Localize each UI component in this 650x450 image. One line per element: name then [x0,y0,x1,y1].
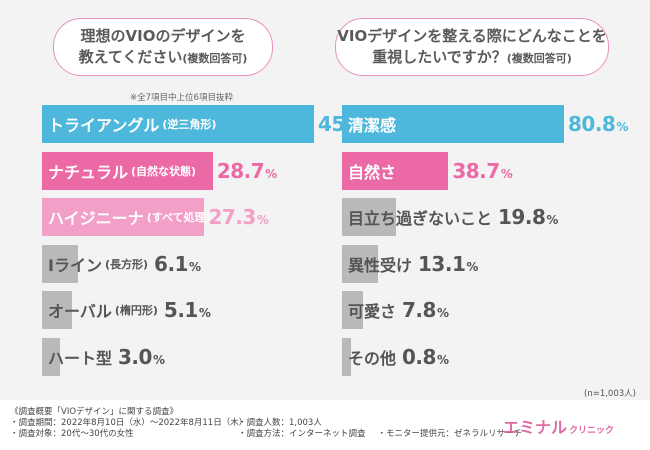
right-value-number-3: 19.8 [498,205,546,229]
right-bar-2 [342,151,449,190]
left-value-number-2: 28.7 [216,158,265,183]
right-value-unit-2: % [500,166,513,181]
right-title-suffix: (複数回答可) [506,51,572,65]
survey-footer: 《調査概要「VIOデザイン」に関する調査》 ・調査期間：2022年8月10日（水… [10,407,522,440]
left-bar-4 [42,244,79,283]
left-category-sub-3: (すべて処理) [146,211,211,224]
logo-main-text: エミナル [503,418,568,437]
right-bar-label-4: 異性受け [348,245,412,283]
selection-note: ※全7項目中上位6項目抜粋 [130,93,233,103]
right-bar-6 [342,337,351,376]
left-bar-5 [42,291,73,329]
footer-people: ・調査人数：1,003人 [238,418,322,428]
left-bar-label-6: ハート型 [48,338,112,376]
right-bar-3 [342,198,397,236]
footer-method: ・調査方法：インターネット調査 [238,429,366,439]
right-value-number-6: 0.8 [402,344,436,369]
right-bar-1 [342,105,564,143]
left-category-5: オーバル [48,302,112,321]
right-bar-4 [342,244,378,283]
right-category-1: 清潔感 [348,116,397,135]
footer-heading: 《調査概要「VIOデザイン」に関する調査》 [10,407,179,417]
right-value-unit-6: % [436,352,449,367]
right-value-unit-4: % [466,259,478,274]
footer-target: ・調査対象：20代〜30代の女性 [10,429,134,439]
right-category-2: 自然さ [348,162,397,182]
left-value-label-4: 6.1% [154,245,201,283]
left-bar-label-3: ハイジニーナ (すべて処理) [48,198,211,236]
left-category-sub-5: (楕円形) [114,304,158,317]
left-value-number-3: 27.3 [208,205,256,229]
left-bar-label-1: トライアングル (逆三角形) [48,105,216,143]
footer-provider: ・モニター提供元：ゼネラルリサーチ [377,429,523,439]
left-chart-title: 理想のVIOのデザインを 教えてください(複数回答可) [53,18,273,76]
right-bar-label-3: 目立ち過ぎないこと [348,198,492,236]
right-value-unit-5: % [436,306,449,320]
right-title-line1: VIOデザインを整える際にどんなことを [337,26,607,45]
right-value-number-5: 7.8 [402,298,436,322]
right-value-number-2: 38.7 [452,158,500,183]
right-category-3: 目立ち過ぎないこと [348,209,493,228]
left-title-suffix: (複数回答可) [182,51,248,65]
left-value-number-5: 5.1 [163,298,198,322]
right-value-label-1: 80.8% [568,105,628,143]
left-value-unit-5: % [198,306,211,320]
left-value-number-6: 3.0 [118,344,152,369]
footer-period: ・調査期間：2022年8月10日（水）〜2022年8月11日（木） [10,418,248,428]
left-title-line1: 理想のVIOのデザインを [80,26,246,45]
left-value-label-6: 3.0% [118,338,165,376]
right-value-unit-1: % [616,120,628,134]
right-bar-label-2: 自然さ [348,152,396,190]
left-value-unit-4: % [188,259,201,274]
right-value-label-4: 13.1% [418,245,478,283]
left-category-sub-2: (自然な状態) [131,164,197,178]
left-value-label-3: 27.3% [208,198,268,236]
left-bar-3 [42,198,205,236]
left-category-sub-1: (逆三角形) [162,118,217,131]
right-value-label-5: 7.8% [402,291,449,329]
left-bar-label-4: Iライン (長方形) [48,245,148,283]
right-chart-title: VIOデザインを整える際にどんなことを 重視したいですか？(複数回答可) [335,18,609,76]
left-value-label-2: 28.7% [217,152,277,190]
left-value-unit-2: % [265,166,277,181]
right-bar-5 [342,291,364,329]
clinic-logo: エミナル クリニック [503,414,614,438]
right-category-6: その他 [348,348,397,368]
left-category-4: Iライン [48,255,102,275]
right-value-unit-3: % [546,213,558,227]
left-category-6: ハート型 [48,348,113,368]
right-bar-label-1: 清潔感 [348,105,396,143]
right-value-label-3: 19.8% [498,198,558,236]
left-bar-label-2: ナチュラル (自然な状態) [48,152,196,190]
left-bar-1 [42,105,314,143]
left-value-label-5: 5.1% [163,291,211,329]
left-bar-6 [42,337,60,376]
right-value-label-2: 38.7% [452,152,512,190]
left-value-number-4: 6.1 [154,251,188,276]
logo-sub-text: クリニック [569,426,615,436]
left-title-line2: 教えてください [78,47,183,66]
right-category-5: 可愛さ [348,302,397,321]
left-value-unit-6: % [152,352,165,367]
left-category-sub-4: (長方形) [104,257,149,271]
right-bar-label-6: その他 [348,338,396,376]
left-category-1: トライアングル [48,116,160,135]
sample-size-label: (n=1,003人) [584,389,636,399]
right-category-4: 異性受け [348,255,413,275]
left-category-3: ハイジニーナ [48,209,144,228]
right-title-line2: 重視したいですか？ [372,47,507,66]
left-bar-2 [42,151,213,190]
left-value-unit-3: % [256,213,269,227]
right-bar-label-5: 可愛さ [348,291,396,329]
left-bar-label-5: オーバル (楕円形) [48,291,158,329]
right-value-label-6: 0.8% [402,338,449,376]
left-category-2: ナチュラル [48,162,129,182]
right-value-number-1: 80.8 [568,112,616,136]
right-value-number-4: 13.1 [418,251,466,276]
